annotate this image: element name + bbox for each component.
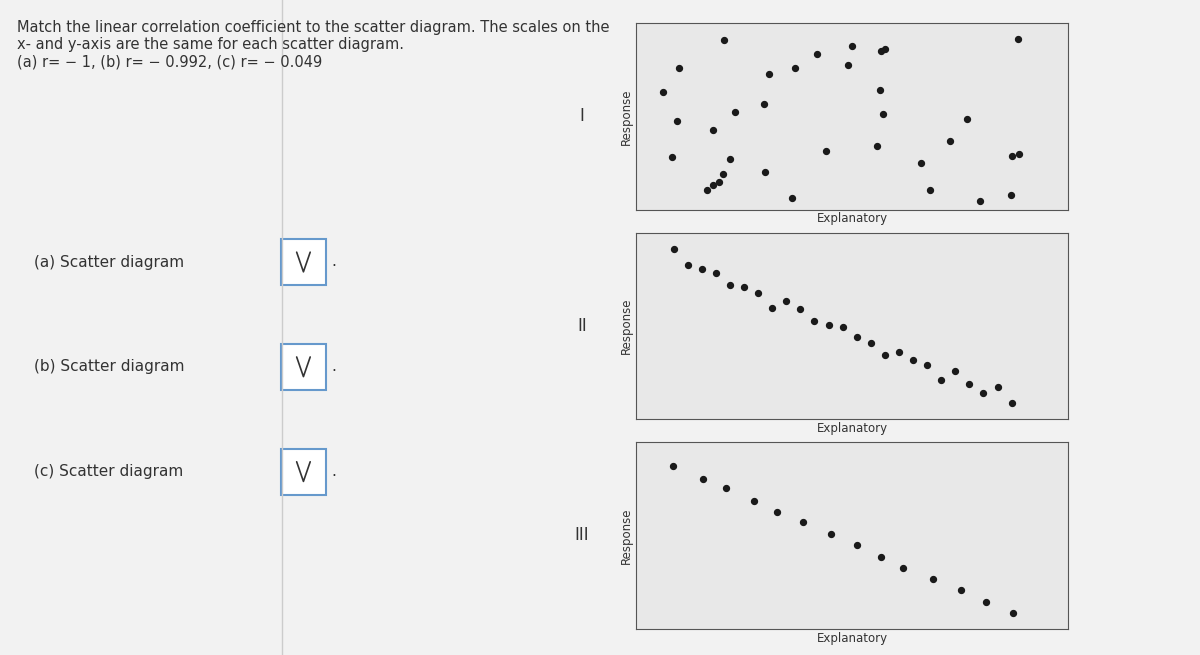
X-axis label: Explanatory: Explanatory [816, 631, 888, 645]
Point [822, 529, 841, 540]
Point [958, 113, 977, 124]
Point [670, 63, 689, 73]
Point [720, 280, 739, 290]
Point [862, 338, 881, 348]
Bar [281, 449, 326, 495]
Text: (b) Scatter diagram: (b) Scatter diagram [34, 360, 185, 374]
Point [868, 141, 887, 151]
Point [703, 179, 722, 190]
Point [760, 68, 779, 79]
Point [1002, 189, 1021, 200]
Point [988, 382, 1007, 392]
Point [842, 41, 862, 51]
Point [662, 152, 682, 162]
Point [755, 99, 774, 109]
Point [720, 154, 739, 164]
Point [918, 360, 937, 370]
X-axis label: Explanatory: Explanatory [816, 212, 888, 225]
Point [871, 47, 890, 57]
Point [952, 585, 971, 595]
Point [874, 109, 893, 119]
Point [692, 264, 712, 274]
Point [749, 288, 768, 299]
Point [870, 84, 889, 95]
Y-axis label: Response: Response [620, 297, 634, 354]
Point [974, 388, 994, 398]
Point [762, 303, 781, 313]
Point [960, 379, 979, 389]
Point [808, 48, 827, 59]
Point [782, 193, 802, 204]
Bar [281, 239, 326, 285]
Point [920, 185, 940, 196]
Text: (a) Scatter diagram: (a) Scatter diagram [34, 255, 184, 269]
Point [678, 260, 697, 271]
Point [940, 136, 959, 146]
Y-axis label: Response: Response [620, 507, 634, 564]
Point [911, 158, 930, 168]
Point [794, 517, 814, 527]
Y-axis label: Response: Response [620, 88, 634, 145]
Point [976, 597, 995, 607]
Point [816, 145, 835, 156]
Point [707, 268, 726, 278]
X-axis label: Explanatory: Explanatory [816, 422, 888, 435]
Point [786, 63, 805, 73]
Point [971, 196, 990, 207]
Point [894, 563, 913, 573]
Point [725, 107, 744, 118]
Point [1003, 607, 1022, 618]
Text: .: . [331, 464, 336, 479]
Point [805, 316, 824, 326]
Point [703, 125, 722, 136]
Point [694, 474, 713, 484]
Point [1002, 151, 1021, 161]
Point [818, 320, 838, 330]
Point [714, 35, 733, 45]
Text: Match the linear correlation coefficient to the scatter diagram. The scales on t: Match the linear correlation coefficient… [17, 20, 610, 69]
Point [744, 495, 763, 506]
Point [664, 461, 683, 472]
Point [847, 332, 866, 343]
Point [1008, 34, 1027, 45]
Point [924, 574, 943, 584]
Point [755, 167, 774, 178]
Point [776, 295, 796, 306]
Point [734, 282, 754, 293]
Point [904, 354, 923, 365]
Point [714, 169, 733, 179]
Point [875, 44, 894, 54]
Point [667, 115, 686, 126]
Point [875, 350, 894, 360]
Point [839, 60, 858, 70]
Point [709, 176, 728, 187]
Point [1002, 398, 1021, 409]
Bar [281, 344, 326, 390]
Text: I: I [580, 107, 584, 125]
Text: .: . [331, 255, 336, 269]
Point [791, 303, 810, 314]
Text: II: II [577, 317, 587, 335]
Point [833, 322, 852, 333]
Point [664, 244, 683, 254]
Point [768, 506, 787, 517]
Point [1009, 149, 1028, 160]
Point [697, 185, 716, 196]
Point [946, 365, 965, 376]
Text: .: . [331, 360, 336, 374]
Point [889, 346, 908, 357]
Point [716, 483, 736, 493]
Point [872, 552, 892, 562]
Point [653, 87, 672, 98]
Text: (c) Scatter diagram: (c) Scatter diagram [34, 464, 184, 479]
Point [931, 375, 950, 385]
Text: III: III [575, 527, 589, 544]
Point [847, 540, 866, 550]
